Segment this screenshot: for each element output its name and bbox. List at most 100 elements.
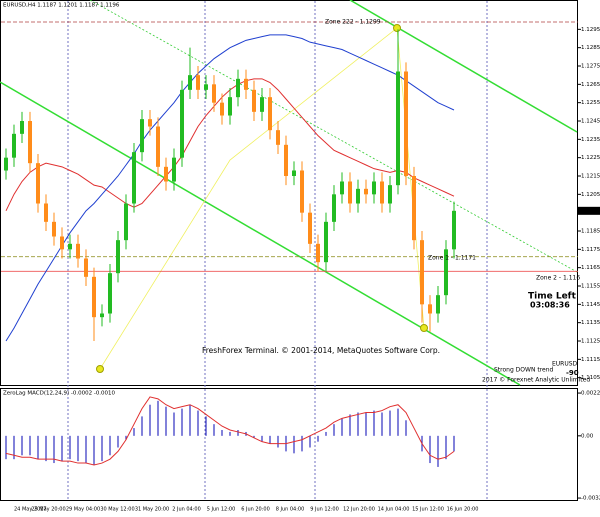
candle-body <box>164 166 168 182</box>
candle-body <box>44 203 48 222</box>
price-frame <box>0 0 578 386</box>
candle-body <box>148 119 152 127</box>
y-tick-label: 1.1155 <box>581 284 600 290</box>
y-tick-label: 1.1275 <box>581 64 600 70</box>
candle-body <box>212 84 216 103</box>
annotation: 2017 © Forexnet Analytic Unlimited <box>482 377 590 384</box>
x-tick-label: 9 Jun 12:00 <box>310 507 339 513</box>
candle-body <box>308 212 312 244</box>
annotation: Zone 222 - 1.1299 <box>325 19 381 26</box>
candle-body <box>316 243 320 263</box>
candle-body <box>12 133 16 158</box>
macd-title: ZeroLag MACD(12,24,9) -0.0002 -0.0010 <box>3 391 116 397</box>
candle-body <box>236 78 240 98</box>
candle-body <box>84 258 88 277</box>
candle-body <box>372 181 376 195</box>
x-tick-label: 12 Jun 20:00 <box>343 507 375 513</box>
candle-body <box>276 130 280 145</box>
y-tick-label: 0.0022 <box>581 391 600 397</box>
candle-body <box>268 97 272 131</box>
y-tick-label: 1.1245 <box>581 119 600 125</box>
candle-body <box>340 181 344 195</box>
x-tick-label: 31 May 20:00 <box>135 507 169 513</box>
candle-body <box>124 203 128 241</box>
x-tick-label: 8 Jun 04:00 <box>276 507 305 513</box>
candle-body <box>92 276 96 318</box>
candle-body <box>452 210 456 250</box>
x-tick-label: 5 Jun 12:00 <box>207 507 236 513</box>
y-tick-label: 1.1135 <box>581 320 600 326</box>
candle-body <box>324 221 328 263</box>
signal-line <box>5 396 455 466</box>
candle-body <box>52 221 56 237</box>
candle-body <box>60 236 64 250</box>
y-tick-label: 1.1115 <box>581 357 600 363</box>
candle-body <box>396 71 400 186</box>
annotation: Zone 2 - 1.116 <box>536 275 580 282</box>
candle-body <box>412 176 416 241</box>
marker <box>393 24 401 32</box>
y-tick-label: 1.1295 <box>581 27 600 33</box>
price-title: EURUSD,H4 1.1187 1.1201 1.1187 1.1196 <box>3 3 120 9</box>
y-tick-label: 1.1235 <box>581 137 600 143</box>
candle-body <box>420 240 424 305</box>
marker <box>96 365 104 373</box>
candle-body <box>228 97 232 116</box>
candle-body <box>356 188 360 204</box>
y-tick-label: 0.00 <box>581 433 594 439</box>
candle-body <box>428 304 432 314</box>
x-tick-label: 25 May 20:00 <box>31 507 65 513</box>
annotation: Time Left <box>528 292 577 302</box>
candle-body <box>68 243 72 250</box>
candle-body <box>284 144 288 176</box>
y-tick-label: 1.1255 <box>581 100 600 106</box>
channel-line <box>0 81 521 386</box>
candle-body <box>244 78 248 90</box>
y-tick-label: 1.1225 <box>581 155 600 161</box>
x-tick-label: 16 Jun 20:00 <box>447 507 479 513</box>
y-tick-label: 1.1145 <box>581 302 600 308</box>
candle-body <box>404 71 408 176</box>
candle-body <box>204 84 208 90</box>
annotation: FreshForex Terminal. © 2001-2014, MetaQu… <box>202 346 440 355</box>
y-tick-label: 1.1125 <box>581 339 600 345</box>
candle-body <box>196 75 200 90</box>
candle-body <box>188 75 192 90</box>
candle-body <box>364 188 368 195</box>
candle-body <box>76 243 80 259</box>
annotation: -90 <box>566 369 579 377</box>
macd-frame <box>0 388 578 501</box>
candle-body <box>20 121 24 134</box>
candle-body <box>100 313 104 318</box>
candle-body <box>300 170 304 213</box>
annotation: EURUSD <box>552 361 578 368</box>
moving-average <box>5 34 455 342</box>
candle-body <box>28 121 32 164</box>
candle-body <box>4 157 8 171</box>
marker <box>420 324 428 332</box>
y-tick-label: 1.1285 <box>581 45 600 51</box>
x-tick-label: 14 Jun 04:00 <box>378 507 410 513</box>
session-separators <box>67 1 488 500</box>
candle-body <box>156 126 160 167</box>
candle-body <box>180 89 184 158</box>
candle-body <box>116 240 120 274</box>
annotation: Zone 1 - 1.1171 <box>428 255 476 262</box>
candle-body <box>292 170 296 176</box>
candle-body <box>444 249 448 296</box>
y-tick-label: 1.1105 <box>581 375 600 381</box>
dotted-trend <box>89 0 578 273</box>
candle-body <box>172 157 176 182</box>
candle-body <box>132 152 136 204</box>
y-tick-label: 1.1265 <box>581 82 600 88</box>
current-price-box <box>578 206 600 215</box>
candle-body <box>332 194 336 222</box>
annotation: 03:08:36 <box>530 301 570 310</box>
x-tick-label: 30 May 12:00 <box>100 507 134 513</box>
candle-body <box>348 181 352 204</box>
candle-body <box>436 295 440 314</box>
x-tick-label: 2 Jun 04:00 <box>172 507 201 513</box>
